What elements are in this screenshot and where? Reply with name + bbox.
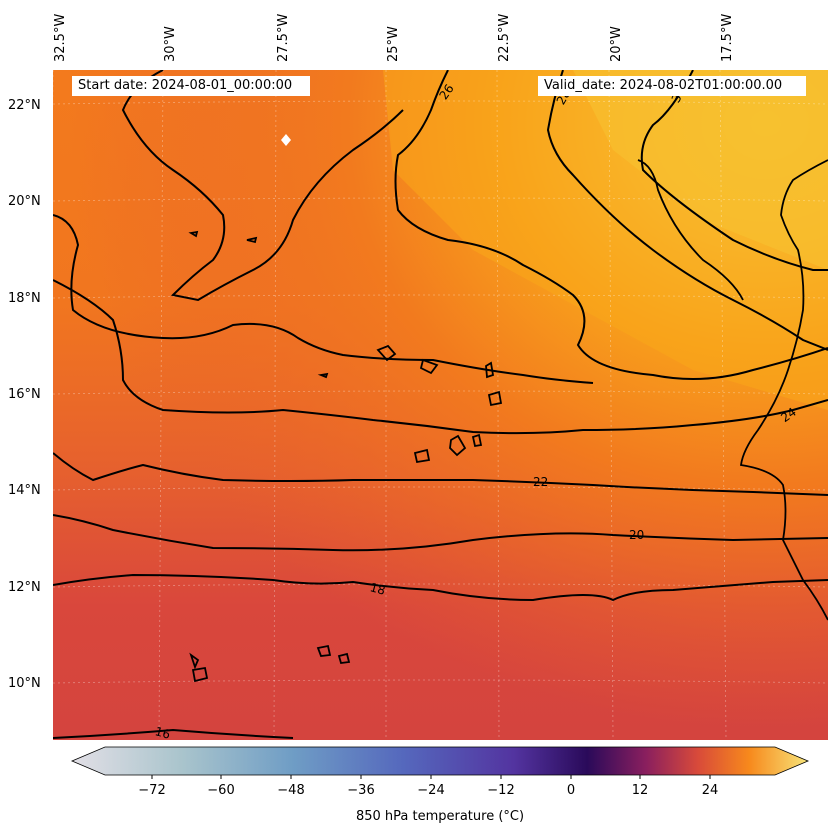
contour-28 (546, 70, 828, 351)
colorbar-tick-neg48: −48 (277, 783, 305, 798)
lat-label-22n: 22°N (8, 98, 41, 113)
island-14 (317, 372, 329, 379)
colorbar-tick-24: 24 (701, 783, 719, 798)
temperature-map[interactable]: 26 28 30 24 22 20 18 16 (53, 70, 828, 740)
island-4 (487, 390, 503, 407)
lat-label-14n: 14°N (8, 483, 41, 498)
colorbar-body (70, 746, 810, 776)
island-6 (471, 433, 483, 448)
contour-30 (640, 70, 828, 271)
colorbar-tick-neg60: −60 (207, 783, 235, 798)
very-warm-band-fill (573, 70, 828, 270)
colorbar-tick-neg36: −36 (347, 783, 375, 798)
coast-mauritania-detail (637, 159, 744, 301)
island-12 (188, 230, 199, 238)
contour-18 (53, 573, 828, 602)
colorbar-ticks (151, 775, 711, 779)
contour-label-16: 16 (153, 724, 172, 740)
island-1 (376, 344, 397, 362)
lon-label-32-5w: 32.5°W (53, 13, 68, 62)
contour-label-22: 22 (533, 475, 549, 489)
lat-label-18n: 18°N (8, 291, 41, 306)
island-7 (413, 448, 431, 464)
colorbar-tick-0: 0 (566, 783, 576, 798)
lon-label-17-5w: 17.5°W (720, 13, 735, 62)
contour-26 (394, 70, 828, 380)
colorbar-tick-neg24: −24 (417, 783, 445, 798)
contour-26-west (53, 214, 594, 384)
contour-24 (53, 279, 828, 435)
lon-label-22-5w: 22.5°W (497, 13, 512, 62)
start-date-label: Start date: 2024-08-01_00:00:00 (72, 76, 310, 96)
colorbar-tick-12: 12 (631, 783, 649, 798)
colorbar-title: 850 hPa temperature (°C) (355, 809, 525, 824)
white-diamond-marker (281, 134, 291, 146)
lon-label-25w: 25°W (386, 26, 401, 62)
lon-label-30w: 30°W (163, 26, 178, 62)
contours (53, 70, 828, 739)
contour-20 (53, 514, 828, 552)
lon-label-27-5w: 27.5°W (276, 13, 291, 62)
island-9 (191, 666, 209, 683)
contour-16 (53, 728, 294, 739)
island-3 (485, 361, 495, 379)
island-5 (449, 434, 467, 457)
contour-22 (53, 452, 828, 496)
island-8 (189, 652, 200, 670)
colorbar-tick-neg12: −12 (487, 783, 515, 798)
coastlines (188, 159, 828, 683)
lat-label-16n: 16°N (8, 387, 41, 402)
contour-26-loop (121, 70, 404, 302)
island-2 (419, 358, 439, 375)
graticule (53, 70, 828, 740)
lat-label-20n: 20°N (8, 194, 41, 209)
island-10 (316, 644, 332, 657)
colorbar-tick-neg72: −72 (138, 783, 166, 798)
lat-label-12n: 12°N (8, 580, 41, 595)
contour-label-20: 20 (629, 528, 645, 542)
colorbar (0, 740, 837, 837)
coast-africa (739, 159, 828, 621)
island-13 (246, 236, 258, 244)
lon-label-20w: 20°W (609, 26, 624, 62)
island-11 (337, 652, 351, 664)
valid-date-label: Valid_date: 2024-08-02T01:00:00.00 (538, 76, 806, 96)
lat-label-10n: 10°N (8, 676, 41, 691)
